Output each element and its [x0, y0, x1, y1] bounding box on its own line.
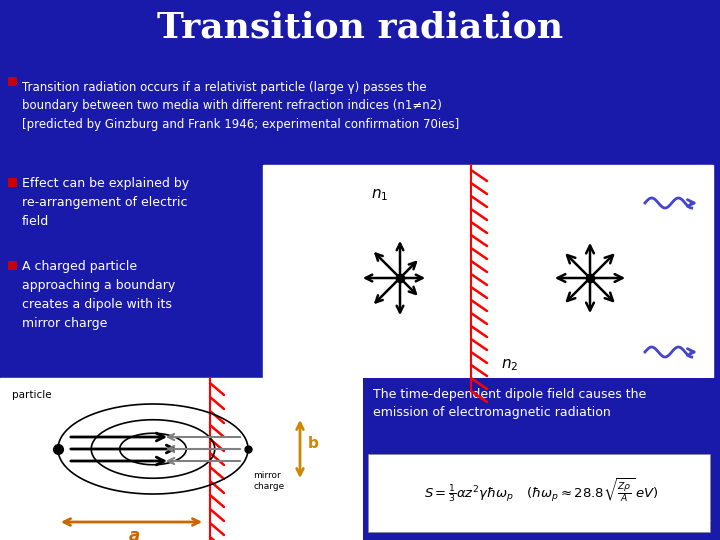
Text: $n_2$: $n_2$	[501, 357, 518, 373]
Text: Transition radiation occurs if a relativist particle (large γ) passes the
bounda: Transition radiation occurs if a relativ…	[22, 81, 459, 131]
Bar	[8, 260, 17, 269]
Text: The time-dependent dipole field causes the
emission of electromagnetic radiation: The time-dependent dipole field causes t…	[373, 388, 647, 419]
Bar	[368, 454, 710, 532]
Text: Effect can be explained by
re-arrangement of electric
field: Effect can be explained by re-arrangemen…	[22, 177, 189, 228]
Text: a: a	[128, 527, 140, 540]
Text: $S = \frac{1}{3}\alpha z^2 \gamma \hbar\omega_p \quad(\hbar\omega_p \approx 28.8: $S = \frac{1}{3}\alpha z^2 \gamma \hbar\…	[424, 476, 659, 504]
Text: Transition radiation: Transition radiation	[157, 11, 563, 45]
Text: b: b	[308, 436, 319, 451]
Bar	[8, 178, 17, 186]
Text: 37: 37	[696, 519, 712, 532]
Bar	[8, 77, 17, 85]
Bar	[363, 378, 720, 540]
Text: particle: particle	[12, 390, 52, 400]
Text: A charged particle
approaching a boundary
creates a dipole with its
mirror charg: A charged particle approaching a boundar…	[22, 260, 175, 330]
Bar	[263, 165, 713, 390]
Bar	[0, 378, 363, 540]
Text: mirror
charge: mirror charge	[253, 471, 284, 491]
Text: $n_1$: $n_1$	[372, 187, 389, 203]
